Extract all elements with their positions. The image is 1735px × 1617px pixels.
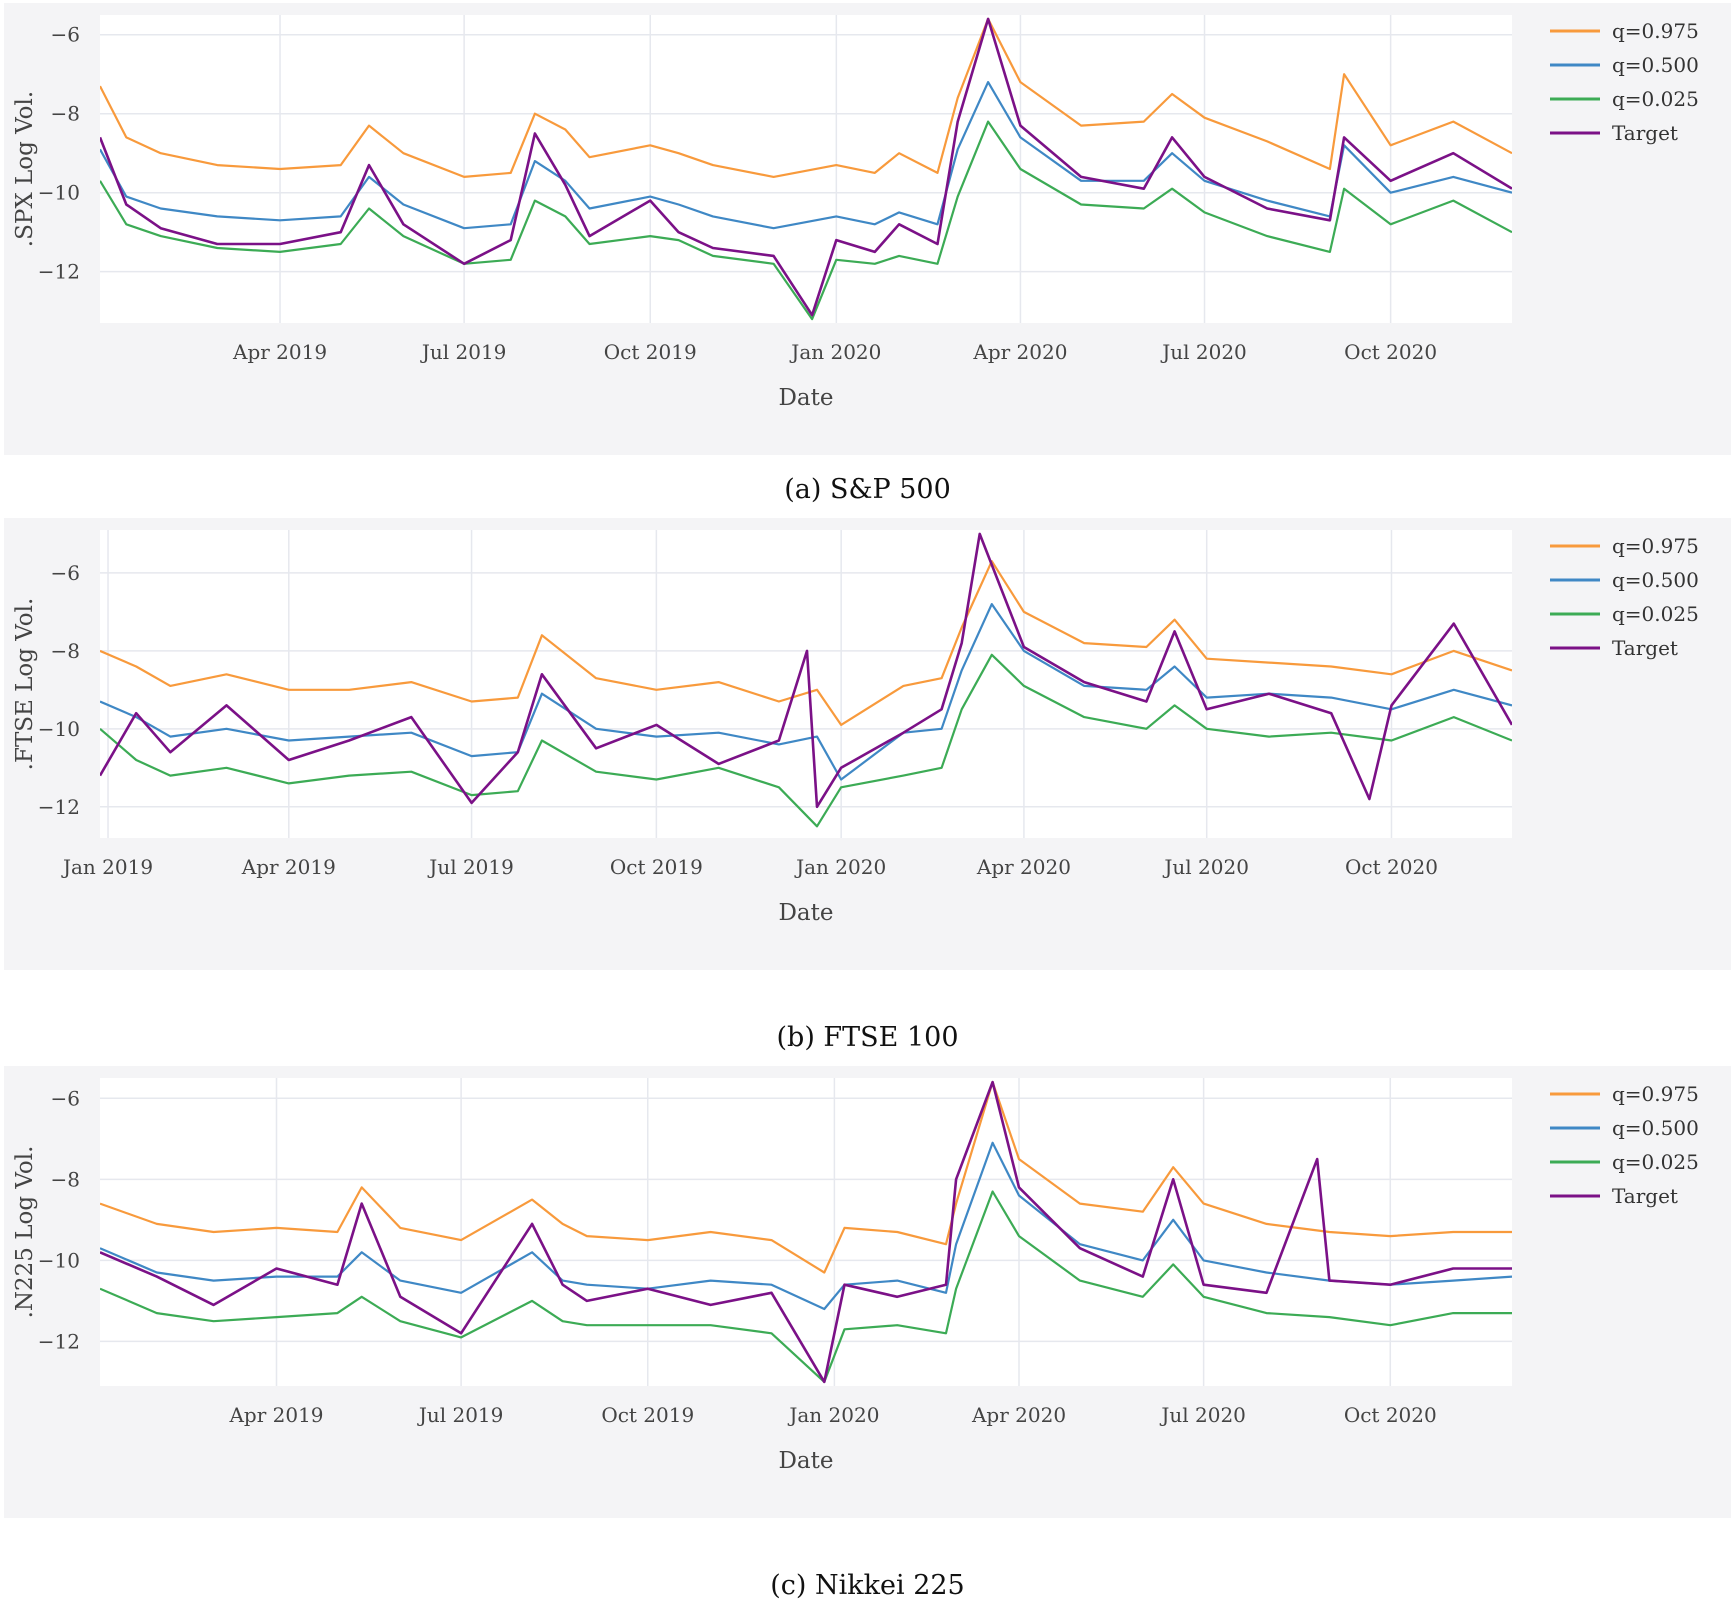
caption-ftse: (b) FTSE 100 — [776, 1022, 959, 1053]
y-axis-label: .FTSE Log Vol. — [12, 598, 38, 771]
legend-label: q=0.500 — [1612, 1116, 1699, 1140]
legend: q=0.975 q=0.500 q=0.025 Target — [1550, 19, 1699, 145]
chart-spx: Apr 2019 Jul 2019 Oct 2019 Jan 2020 Apr 2020… — [4, 3, 1731, 455]
legend-label: q=0.500 — [1612, 568, 1699, 592]
y-tick-label: −10 — [38, 717, 80, 741]
x-tick-label: Jul 2020 — [1162, 855, 1249, 879]
x-axis-label: Date — [778, 1448, 833, 1474]
legend-label: q=0.975 — [1612, 19, 1699, 43]
plot-area — [100, 530, 1512, 838]
series-line-target — [100, 17, 1512, 317]
y-axis-label: .N225 Log Vol. — [12, 1146, 38, 1319]
y-tick-label: −6 — [51, 23, 80, 47]
x-axis-label: Date — [778, 385, 833, 411]
caption-spx: (a) S&P 500 — [784, 474, 951, 505]
series-line-q-0-975 — [100, 17, 1512, 178]
x-axis-label: Date — [778, 900, 833, 926]
legend-label: q=0.025 — [1612, 87, 1699, 111]
x-tick-label: Jan 2020 — [794, 855, 886, 879]
y-tick-label: −10 — [38, 181, 80, 205]
y-axis-label: .SPX Log Vol. — [12, 91, 38, 247]
series-line-q-0-500 — [100, 1141, 1512, 1311]
y-tick-label: −12 — [38, 260, 80, 284]
series-line-target — [100, 532, 1512, 809]
y-tick-label: −12 — [38, 1329, 80, 1353]
y-tick-label: −8 — [51, 102, 80, 126]
x-tick-label: Oct 2019 — [604, 340, 697, 364]
caption-n225: (c) Nikkei 225 — [770, 1570, 965, 1601]
x-tick-label: Apr 2019 — [241, 855, 336, 879]
series-line-q-0-025 — [100, 653, 1512, 828]
legend-label: q=0.975 — [1612, 1082, 1699, 1106]
chart-panel-ftse: Jan 2019 Apr 2019 Jul 2019 Oct 2019 Jan 2020… — [4, 518, 1731, 970]
series-line-q-0-975 — [100, 1081, 1512, 1274]
plot-area — [100, 15, 1512, 323]
legend-label: Target — [1612, 1184, 1678, 1208]
x-tick-label: Oct 2020 — [1345, 855, 1438, 879]
y-tick-label: −6 — [51, 1086, 80, 1110]
y-tick-label: −8 — [51, 1167, 80, 1191]
chart-n225: Apr 2019 Jul 2019 Oct 2019 Jan 2020 Apr 2020… — [4, 1066, 1731, 1518]
legend: q=0.975 q=0.500 q=0.025 Target — [1550, 534, 1699, 660]
x-tick-label: Jul 2019 — [427, 855, 514, 879]
legend-label: q=0.500 — [1612, 53, 1699, 77]
x-tick-label: Apr 2019 — [232, 340, 327, 364]
chart-panel-spx: Apr 2019 Jul 2019 Oct 2019 Jan 2020 Apr 2020… — [4, 3, 1731, 455]
series-lines — [100, 17, 1512, 321]
y-tick-label: −8 — [51, 639, 80, 663]
x-tick-label: Jan 2019 — [61, 855, 153, 879]
gridlines — [100, 15, 1512, 323]
x-tick-label: Oct 2019 — [601, 1403, 694, 1427]
chart-panel-n225: Apr 2019 Jul 2019 Oct 2019 Jan 2020 Apr 2020… — [4, 1066, 1731, 1518]
x-tick-label: Apr 2019 — [228, 1403, 323, 1427]
x-tick-label: Oct 2020 — [1344, 340, 1437, 364]
legend: q=0.975 q=0.500 q=0.025 Target — [1550, 1082, 1699, 1208]
series-line-q-0-975 — [100, 560, 1512, 726]
legend-label: q=0.025 — [1612, 1150, 1699, 1174]
x-tick-label: Apr 2020 — [972, 340, 1067, 364]
plot-area — [100, 1078, 1512, 1386]
x-tick-label: Jul 2019 — [420, 340, 507, 364]
x-tick-label: Oct 2020 — [1344, 1403, 1437, 1427]
series-lines — [100, 532, 1512, 828]
x-tick-label: Oct 2019 — [610, 855, 703, 879]
x-tick-label: Jul 2020 — [1160, 340, 1247, 364]
x-tick-label: Jul 2019 — [417, 1403, 504, 1427]
legend-label: Target — [1612, 636, 1678, 660]
y-tick-label: −12 — [38, 795, 80, 819]
legend-label: q=0.975 — [1612, 534, 1699, 558]
series-lines — [100, 1080, 1512, 1384]
legend-label: Target — [1612, 121, 1678, 145]
gridlines — [100, 1078, 1512, 1386]
legend-label: q=0.025 — [1612, 602, 1699, 626]
x-tick-label: Jan 2020 — [789, 340, 881, 364]
x-tick-label: Apr 2020 — [971, 1403, 1066, 1427]
x-tick-label: Jan 2020 — [787, 1403, 879, 1427]
series-line-q-0-025 — [100, 120, 1512, 321]
series-line-target — [100, 1080, 1512, 1384]
series-line-q-0-500 — [100, 602, 1512, 781]
y-tick-label: −10 — [38, 1248, 80, 1272]
y-tick-label: −6 — [51, 561, 80, 585]
series-line-q-0-025 — [100, 1190, 1512, 1383]
x-tick-label: Apr 2020 — [976, 855, 1071, 879]
chart-ftse: Jan 2019 Apr 2019 Jul 2019 Oct 2019 Jan 2020… — [4, 518, 1731, 970]
x-tick-label: Jul 2020 — [1159, 1403, 1246, 1427]
